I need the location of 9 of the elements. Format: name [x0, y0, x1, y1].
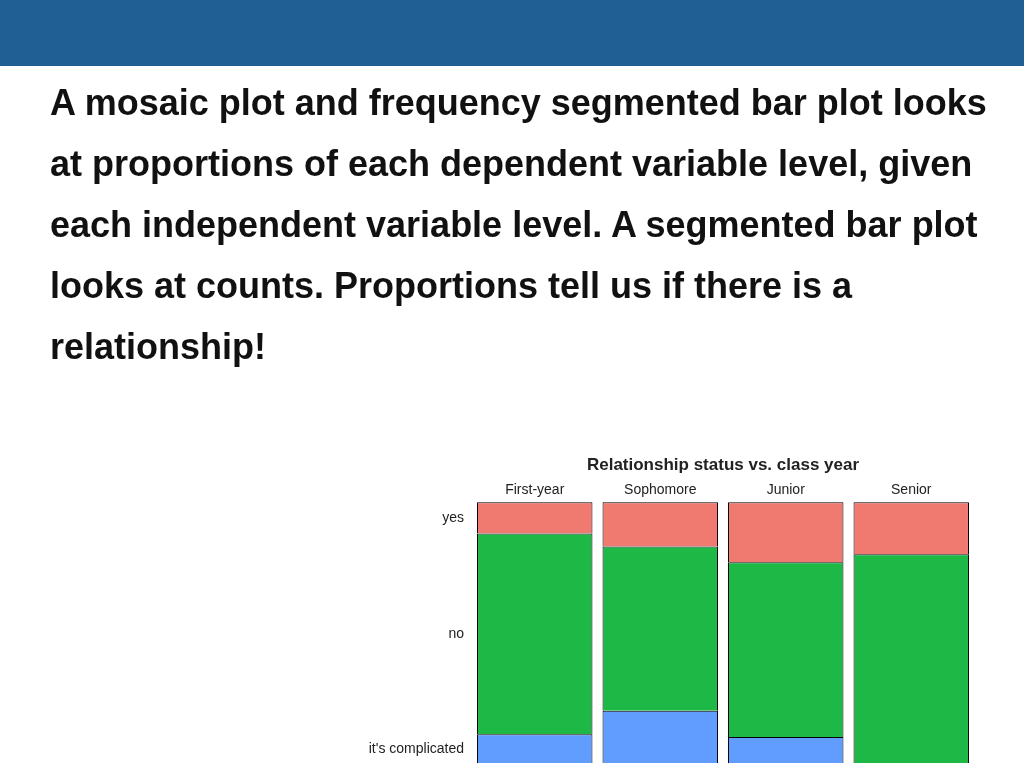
series-label: it's complicated — [368, 739, 464, 756]
chart-subtitle: Relationship status vs. class year — [586, 454, 860, 474]
x-tick-label: Sophomore — [624, 480, 697, 497]
x-tick-label: Senior — [891, 480, 932, 497]
x-tick-label: First-year — [505, 480, 565, 497]
x-tick-label: Junior — [766, 480, 806, 497]
series-label: yes — [442, 508, 465, 525]
series-label: no — [448, 624, 465, 641]
chart-title: A mosaic plot and frequency segmented bar plot looks at proportions of each dependent variable level, given each independent variable level. A segmented bar plot looks at counts. Proportions tell us if there is a relationship! — [50, 81, 988, 369]
